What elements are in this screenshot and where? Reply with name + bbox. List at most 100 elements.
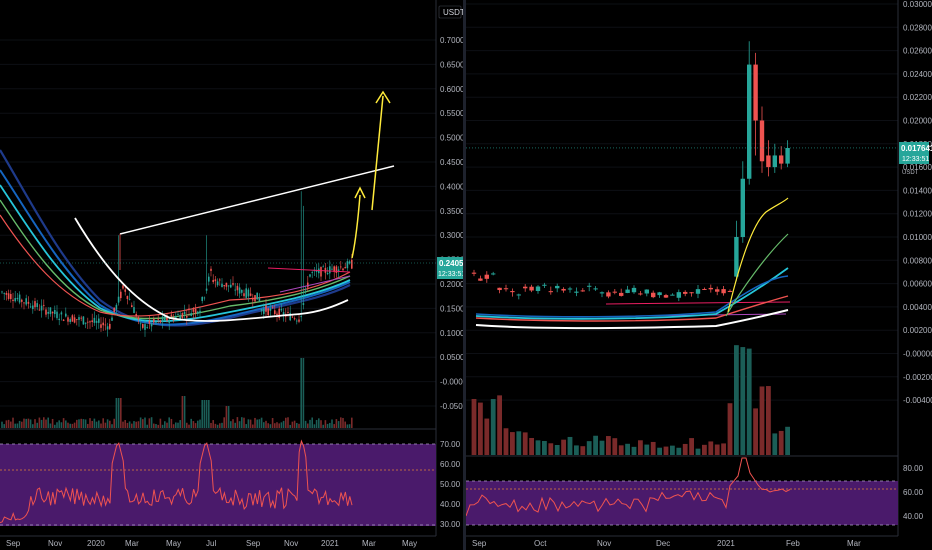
volume-bar	[168, 417, 170, 428]
candle-body	[175, 316, 177, 319]
left-chart-canvas[interactable]: 0.7000 0.6500 0.6000 0.5500 0.5000 0.4500 0.40…	[0, 0, 463, 550]
volume-bar	[346, 424, 349, 428]
volume-bar	[243, 417, 245, 428]
candle-body	[54, 309, 56, 315]
candle-body	[166, 315, 168, 321]
volume-bar	[95, 421, 98, 428]
candle-body	[117, 296, 120, 303]
volume-bar	[201, 400, 203, 428]
volume-bar	[214, 423, 217, 428]
candle-body	[478, 278, 483, 281]
candle-body	[157, 318, 159, 320]
volume-bar	[159, 418, 162, 428]
candle-body	[221, 283, 223, 288]
candle-body	[254, 295, 256, 302]
volume-bar	[663, 446, 669, 455]
price-tick-label: 0.2000	[440, 280, 463, 289]
moving-average-3	[0, 184, 351, 323]
candle-body	[192, 309, 195, 312]
candle-body	[230, 284, 232, 288]
candle-body	[651, 292, 656, 298]
volume-bar	[120, 398, 122, 428]
candle-body	[104, 324, 107, 326]
time-tick-label: 2021	[321, 539, 339, 548]
volume-bar	[137, 421, 140, 428]
volume-bar	[302, 358, 305, 428]
candle-body	[56, 311, 58, 319]
volume-bar	[47, 417, 49, 428]
volume-bar	[124, 420, 126, 428]
candle-body	[161, 316, 164, 322]
moving-average-5	[725, 233, 789, 317]
candle-body	[593, 288, 598, 290]
candle-body	[638, 293, 643, 295]
candle-body	[289, 312, 291, 321]
candle-body	[10, 294, 12, 300]
volume-bar	[179, 420, 181, 428]
volume-bar	[329, 422, 331, 428]
candle-body	[201, 296, 203, 301]
candle-body	[606, 292, 611, 297]
candle-body	[238, 287, 241, 294]
volume-bar	[714, 444, 720, 455]
candle-body	[740, 178, 745, 237]
candle-body	[548, 291, 553, 293]
candle-body	[135, 314, 137, 317]
time-tick-label: Jul	[206, 539, 216, 548]
candle-body	[219, 279, 221, 281]
candle-body	[177, 313, 179, 315]
candle-body	[148, 320, 151, 324]
candle-body	[69, 319, 71, 322]
volume-bar	[236, 417, 239, 428]
candle-body	[708, 287, 713, 290]
candle-body	[16, 297, 19, 300]
candle-body	[331, 268, 333, 270]
moving-average-3	[475, 267, 789, 320]
volume-bar	[676, 447, 682, 455]
candle-body	[113, 307, 115, 312]
price-tick-label: 0.3500	[440, 207, 463, 216]
volume-bar	[727, 403, 733, 455]
candle-body	[516, 294, 521, 296]
volume-bar	[175, 422, 177, 428]
price-tick-label: -0.002000	[903, 373, 932, 382]
candle-body	[155, 322, 157, 323]
candle-body	[84, 322, 87, 324]
volume-bar	[282, 420, 285, 428]
volume-bar	[197, 420, 199, 428]
candle-body	[199, 310, 201, 313]
volume-bar	[3, 424, 5, 428]
volume-bar	[337, 421, 340, 428]
price-tick-label: 0.1500	[440, 304, 463, 313]
price-tick-label: -0.0500	[440, 402, 463, 411]
volume-bar	[87, 423, 89, 428]
volume-bar	[351, 417, 353, 428]
candle-body	[484, 274, 489, 279]
volume-bar	[73, 422, 76, 428]
left-chart-pane[interactable]: 0.7000 0.6500 0.6000 0.5500 0.5000 0.4500 0.40…	[0, 0, 463, 550]
volume-bar	[631, 446, 637, 455]
candle-body	[267, 308, 269, 316]
pane-divider[interactable]	[463, 0, 466, 550]
candle-body	[139, 323, 142, 325]
volume-bar	[307, 423, 309, 428]
volume-bar	[340, 417, 342, 428]
volume-bar	[778, 430, 784, 455]
candle-body	[249, 293, 252, 296]
candle-body	[663, 295, 669, 298]
candle-body	[93, 317, 96, 323]
volume-bar	[115, 398, 118, 428]
volume-bar	[71, 423, 74, 428]
volume-bar	[593, 435, 598, 455]
volume-bar	[21, 421, 23, 428]
volume-right	[471, 345, 790, 455]
candle-body	[269, 308, 272, 311]
volume-bar	[161, 424, 164, 428]
volume-bar	[772, 433, 778, 455]
candle-body	[223, 285, 225, 287]
